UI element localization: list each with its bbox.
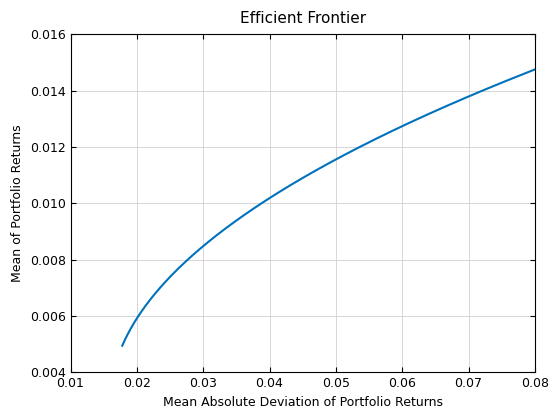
Efficient Frontier <box>119 343 125 348</box>
Efficient Frontier <box>521 71 528 76</box>
Efficient Frontier <box>315 167 321 172</box>
Efficient Frontier <box>531 67 538 72</box>
Line: Efficient Frontier: Efficient Frontier <box>122 69 535 346</box>
X-axis label: Mean Absolute Deviation of Portfolio Returns: Mean Absolute Deviation of Portfolio Ret… <box>163 396 443 409</box>
Title: Efficient Frontier: Efficient Frontier <box>240 11 366 26</box>
Efficient Frontier <box>365 140 371 145</box>
Y-axis label: Mean of Portfolio Returns: Mean of Portfolio Returns <box>11 125 24 282</box>
Efficient Frontier <box>342 152 349 157</box>
Efficient Frontier <box>318 165 324 170</box>
Efficient Frontier <box>457 97 464 102</box>
